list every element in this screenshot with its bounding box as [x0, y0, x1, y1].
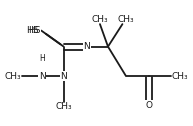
Text: O: O — [146, 101, 152, 110]
Text: HS: HS — [28, 26, 41, 35]
Text: H: H — [40, 54, 45, 63]
Text: CH₃: CH₃ — [118, 15, 134, 24]
Text: N: N — [60, 72, 67, 81]
Text: CH₃: CH₃ — [55, 102, 72, 111]
Text: N: N — [39, 72, 46, 81]
Text: CH₃: CH₃ — [91, 15, 108, 24]
Text: CH₃: CH₃ — [172, 72, 189, 81]
Text: HS: HS — [27, 26, 39, 35]
Text: N: N — [83, 42, 90, 51]
Text: CH₃: CH₃ — [4, 72, 21, 81]
